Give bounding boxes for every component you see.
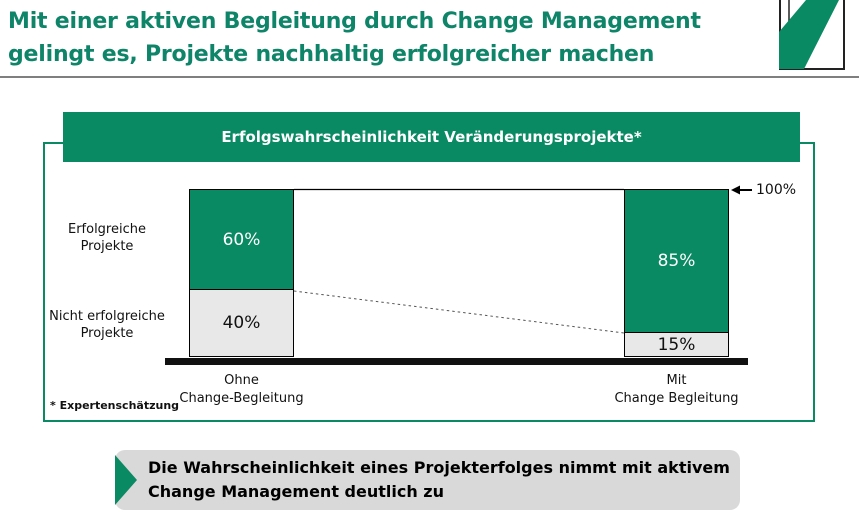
chart-title-banner: Erfolgswahrscheinlichkeit Veränderungspr…	[63, 112, 800, 162]
hundred-percent-annotation: 100%	[756, 182, 797, 198]
stacked-bar-with-change: 85% 15%	[624, 189, 729, 357]
key-message-text: Die Wahrscheinlichkeit eines Projekterfo…	[148, 456, 733, 504]
category-with-line1: Mit	[666, 373, 687, 388]
bar-segment-unsuccessful-right: 15%	[624, 332, 729, 357]
category-without-line1: Ohne	[224, 373, 259, 388]
row-label-successful-line2: Projekte	[80, 239, 134, 254]
key-message-arrow-icon	[115, 455, 137, 505]
slide-title-line2: gelingt es, Projekte nachhaltig erfolgre…	[8, 42, 655, 67]
slide-title: Mit einer aktiven Begleitung durch Chang…	[8, 5, 773, 71]
category-without-line2: Change-Begleitung	[179, 391, 304, 406]
bar-segment-successful-left: 60%	[189, 189, 294, 290]
title-divider	[0, 76, 859, 78]
row-label-successful: Erfolgreiche Projekte	[42, 221, 172, 255]
slide-title-line1: Mit einer aktiven Begleitung durch Chang…	[8, 9, 701, 34]
chart-footnote: * Expertenschätzung	[50, 399, 180, 412]
key-message-box	[115, 450, 740, 510]
category-label-with-change: Mit Change Begleitung	[584, 372, 769, 408]
stacked-bar-without-change: 60% 40%	[189, 189, 294, 357]
row-label-successful-line1: Erfolgreiche	[67, 222, 146, 237]
key-message-line2: Change Management deutlich zu	[148, 482, 444, 501]
row-label-unsuccessful-line1: Nicht erfolgreiche	[49, 309, 165, 324]
category-label-without-change: Ohne Change-Begleitung	[149, 372, 334, 408]
company-logo	[779, 0, 845, 74]
key-message-line1: Die Wahrscheinlichkeit eines Projekterfo…	[148, 458, 730, 477]
row-label-unsuccessful: Nicht erfolgreiche Projekte	[42, 308, 172, 342]
row-label-unsuccessful-line2: Projekte	[80, 326, 134, 341]
category-with-line2: Change Begleitung	[614, 391, 739, 406]
bar-segment-successful-right: 85%	[624, 189, 729, 333]
logo-diagonal-stripe-icon	[779, 0, 845, 70]
bar-segment-unsuccessful-left: 40%	[189, 289, 294, 357]
x-axis-baseline	[165, 358, 748, 365]
